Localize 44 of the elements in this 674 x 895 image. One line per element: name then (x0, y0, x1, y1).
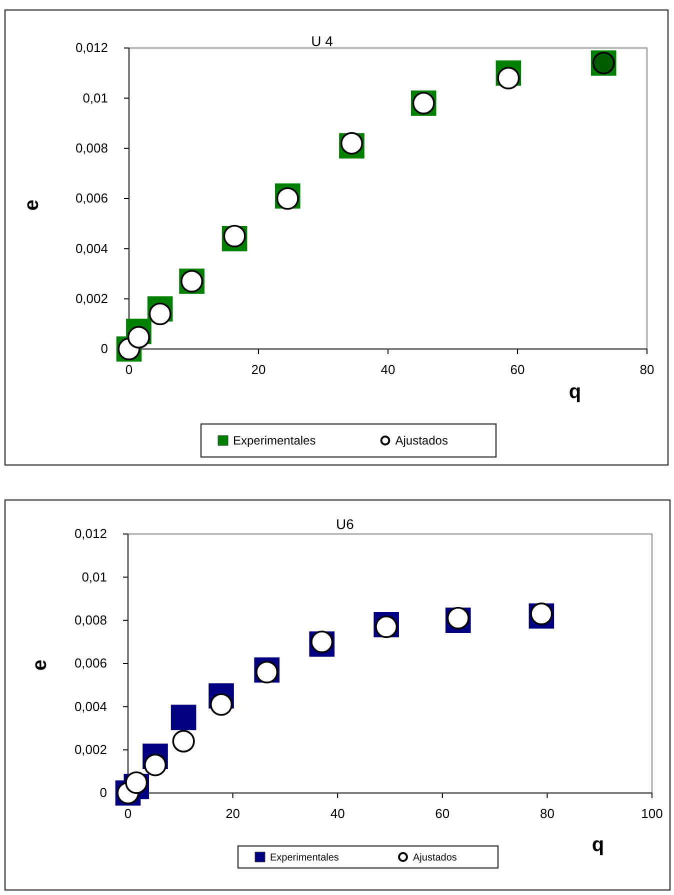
y-tick-label: 0,002 (75, 290, 108, 306)
point (127, 326, 150, 348)
legend-label: Ajustados (413, 852, 457, 864)
chart-title: U6 (336, 516, 354, 532)
x-tick-label: 80 (640, 362, 654, 377)
x-tick-label: 40 (380, 362, 396, 377)
point (144, 754, 167, 776)
x-tick-label: 40 (330, 806, 345, 821)
y-tick-label: 0 (100, 785, 107, 800)
x-tick-label: 20 (226, 806, 240, 821)
y-tick-label: 0,004 (75, 240, 108, 256)
point (210, 693, 233, 716)
y-tick-label: 0,006 (75, 190, 108, 206)
x-tick-label: 20 (251, 362, 266, 377)
y-tick-label: 0,002 (74, 742, 107, 757)
legend-label: Experimentales (270, 852, 339, 864)
chart-title: U 4 (311, 33, 334, 49)
point (276, 187, 299, 210)
y-tick-label: 0,012 (74, 526, 107, 542)
legend-label: Experimentales (233, 434, 316, 448)
point (497, 66, 520, 90)
y-tick-label: 0,01 (82, 569, 107, 584)
point (125, 771, 148, 794)
x-axis-title: q (592, 834, 604, 856)
y-axis-title: e (29, 659, 51, 671)
x-tick-label: 60 (435, 806, 450, 821)
point (170, 704, 196, 730)
x-tick-label: 0 (125, 362, 133, 377)
y-tick-label: 0,01 (82, 90, 108, 106)
y-tick-label: 0,006 (74, 656, 107, 671)
x-tick-label: 0 (124, 806, 132, 821)
y-tick-label: 0,004 (74, 698, 107, 714)
y-tick-label: 0,008 (74, 612, 107, 628)
x-tick-label: 60 (510, 362, 525, 377)
point (223, 224, 246, 248)
y-tick-label: 0,012 (75, 40, 108, 56)
y-axis-title: e (21, 199, 43, 211)
legend-label: Ajustados (395, 434, 448, 448)
y-tick-label: 0 (100, 341, 108, 356)
y-tick-label: 0,008 (75, 140, 108, 156)
point (148, 302, 172, 326)
x-tick-label: 80 (540, 806, 554, 821)
x-axis-title: q (568, 381, 582, 403)
x-tick-label: 100 (641, 806, 663, 821)
